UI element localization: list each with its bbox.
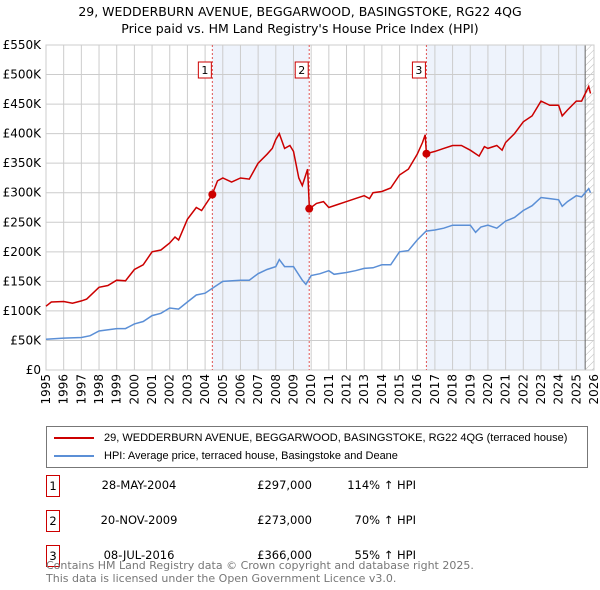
y-tick-label: £300K [3,186,43,200]
sale-label-box: 3 [411,61,426,79]
x-tick-label: 2015 [393,374,407,405]
sale-hpi-change: 70% ↑ HPI [354,513,416,527]
x-tick-label: 2011 [322,374,336,405]
x-tick-label: 2005 [216,374,230,405]
y-tick-label: £450K [3,97,43,111]
sale-date: 08-JUL-2016 [103,548,175,562]
sale-label-box: 1 [197,61,212,79]
x-tick-label: 2013 [357,374,371,405]
sale-price: £297,000 [257,478,312,492]
footer-copyright: Contains HM Land Registry data © Crown c… [46,559,474,572]
legend-label-hpi: HPI: Average price, terraced house, Basi… [104,450,398,462]
y-tick-label: £0 [26,363,41,377]
x-tick-label: 2021 [499,374,513,405]
x-tick-label: 2022 [516,374,530,405]
y-tick-label: £150K [3,274,43,288]
y-tick-label: £550K [3,38,43,52]
y-tick-label: £200K [3,245,43,259]
legend-label-property: 29, WEDDERBURN AVENUE, BEGGARWOOD, BASIN… [104,432,568,444]
sale-marker-badge: 1 [46,475,60,497]
x-tick-label: 2014 [375,374,389,405]
sale-price: £366,000 [257,548,312,562]
x-tick-label: 2020 [481,374,495,405]
sale-date: 20-NOV-2009 [100,513,178,527]
x-tick-label: 2017 [428,374,442,405]
sale-point [208,190,217,199]
x-tick-label: 1997 [74,374,88,405]
x-tick-label: 2023 [534,374,548,405]
sale-label-border [197,61,212,79]
sale-marker-badge: 2 [46,510,60,532]
forecast-hatch [585,45,594,370]
sale-point [305,204,314,213]
sale-label-border [411,61,426,79]
y-tick-label: £400K [3,127,43,141]
sale-point [422,149,431,158]
legend-swatch-property [54,437,94,439]
x-tick-label: 2000 [127,374,141,405]
sale-price: £273,000 [257,513,312,527]
x-tick-label: 2009 [286,374,300,405]
x-tick-label: 1999 [110,374,124,405]
x-tick-label: 2019 [463,374,477,405]
footer-licence: This data is licensed under the Open Gov… [46,572,397,585]
x-tick-label: 2004 [198,374,212,405]
x-tick-label: 2007 [251,374,265,405]
sale-date: 28-MAY-2004 [101,478,177,492]
y-tick-label: £50K [10,333,42,347]
sale-label: 1 [201,64,208,77]
x-tick-label: 2025 [569,374,583,405]
sale-label-border [294,61,309,79]
sale-label-box: 2 [294,61,309,79]
hpi-line [45,187,592,341]
sale-marker-badge: 3 [46,545,60,567]
sale-label: 2 [298,64,305,77]
y-tick-label: £500K [3,68,43,82]
x-tick-label: 2026 [587,374,600,405]
plot-border [45,44,595,371]
x-tick-label: 2002 [163,374,177,405]
legend: 29, WEDDERBURN AVENUE, BEGGARWOOD, BASIN… [46,426,588,468]
x-tick-label: 2001 [145,374,159,405]
sale-hpi-change: 55% ↑ HPI [354,548,416,562]
x-tick-label: 2024 [552,374,566,405]
x-tick-label: 1998 [92,374,106,405]
chart-subtitle: Price paid vs. HM Land Registry's House … [121,21,479,36]
chart-title: 29, WEDDERBURN AVENUE, BEGGARWOOD, BASIN… [78,4,522,19]
footer: Contains HM Land Registry data © Crown c… [46,559,474,585]
x-tick-label: 1996 [57,374,71,405]
x-tick-label: 2010 [304,374,318,405]
x-tick-label: 2016 [410,374,424,405]
ownership-period-1 [212,45,310,370]
y-tick-label: £350K [3,156,43,170]
y-tick-label: £100K [3,304,43,318]
x-tick-label: 2003 [180,374,194,405]
legend-swatch-hpi [54,455,94,457]
x-tick-label: 2018 [446,374,460,405]
x-tick-label: 1995 [39,374,53,405]
sale-hpi-change: 114% ↑ HPI [347,478,416,492]
property-price-line [45,84,592,307]
price-chart: 1995 1996 1997 1998 1999 2000 2001 2002 2003 2004… [3,38,600,405]
y-tick-label: £250K [3,215,43,229]
x-tick-label: 2006 [233,374,247,405]
x-tick-label: 2012 [340,374,354,405]
x-tick-label: 2008 [269,374,283,405]
sale-label: 3 [415,64,422,77]
